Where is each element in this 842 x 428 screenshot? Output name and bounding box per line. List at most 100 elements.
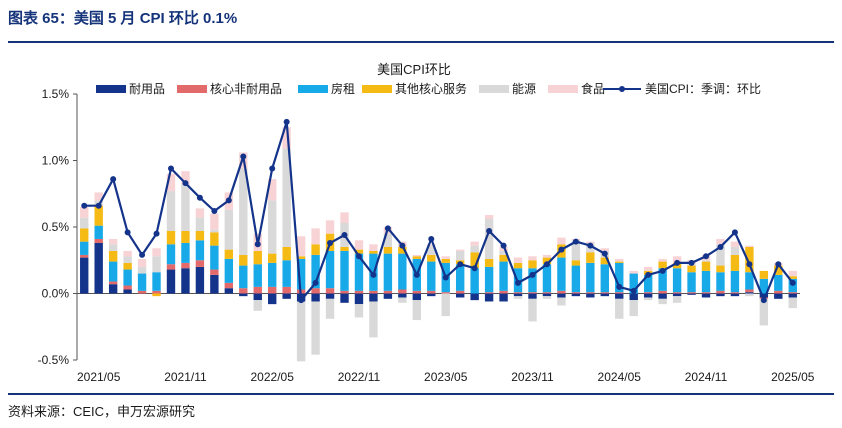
bar-segment xyxy=(369,290,378,294)
bar-segment xyxy=(586,252,595,263)
bar-segment xyxy=(123,262,132,270)
bar-segment xyxy=(730,270,740,293)
bar-segment xyxy=(282,260,291,287)
y-tick-label: 1.0% xyxy=(42,154,70,168)
bar-segment xyxy=(615,292,624,294)
cpi-point xyxy=(543,261,550,268)
bar-segment xyxy=(441,256,450,259)
bar-segment xyxy=(586,292,595,294)
bar-segment xyxy=(745,272,754,290)
cpi-point xyxy=(717,243,724,250)
bar-segment xyxy=(542,293,552,297)
legend-swatch xyxy=(479,85,509,93)
bar-segment xyxy=(615,262,624,293)
bar-segment xyxy=(210,269,219,275)
bar-segment xyxy=(643,293,653,298)
bar-segment xyxy=(253,264,262,287)
bar-segment xyxy=(615,261,624,263)
bar-segment xyxy=(80,228,89,242)
y-tick-label: 1.5% xyxy=(42,87,70,101)
bar-segment xyxy=(282,246,291,261)
bar-segment xyxy=(427,290,436,294)
bar-segment xyxy=(788,270,797,277)
bar-segment xyxy=(455,264,465,291)
bar-segment xyxy=(108,284,118,294)
bar-segment xyxy=(166,173,176,192)
cpi-point xyxy=(182,180,189,187)
cpi-point xyxy=(731,229,738,236)
bar-segment xyxy=(499,261,508,291)
cpi-line xyxy=(84,121,794,304)
bar-segment xyxy=(253,286,262,294)
bar-segment xyxy=(398,253,407,290)
bar-segment xyxy=(181,171,190,185)
bar-segment xyxy=(311,254,320,289)
bar-segment xyxy=(282,148,291,247)
bar-segment xyxy=(615,293,624,299)
cpi-point xyxy=(139,251,146,258)
cpi-point xyxy=(616,283,623,290)
bar-segment xyxy=(412,300,422,321)
bar-segment xyxy=(470,245,479,253)
legend-swatch xyxy=(96,85,126,93)
cpi-point xyxy=(471,265,478,272)
bar-segment xyxy=(369,244,378,251)
cpi-point xyxy=(789,279,796,286)
bar-segment xyxy=(615,298,624,319)
bar-segment xyxy=(239,265,248,289)
bar-segment xyxy=(701,270,711,293)
bar-segment xyxy=(268,179,277,201)
bar-segment xyxy=(224,288,234,294)
bar-segment xyxy=(600,292,609,294)
cpi-point xyxy=(645,271,652,278)
bar-segment xyxy=(239,168,248,255)
bar-segment xyxy=(181,230,190,243)
bar-segment xyxy=(513,292,523,294)
legend-line-marker xyxy=(619,86,625,92)
bar-segment xyxy=(499,246,508,251)
bar-segment xyxy=(181,268,190,294)
legend-swatch xyxy=(548,85,578,93)
bar-segment xyxy=(296,236,306,257)
cpi-point xyxy=(775,261,782,268)
cpi-point xyxy=(760,297,767,304)
bar-segment xyxy=(571,260,581,266)
bar-segment xyxy=(470,241,479,246)
bar-segment xyxy=(412,293,422,301)
bar-segment xyxy=(557,237,566,245)
bar-segment xyxy=(484,219,494,259)
bar-segment xyxy=(701,292,711,294)
bar-segment xyxy=(210,213,219,230)
cpi-point xyxy=(298,297,305,304)
x-tick-label: 2025/05 xyxy=(771,370,815,384)
bar-segment xyxy=(354,240,364,250)
bar-segment xyxy=(239,288,248,294)
bar-segment xyxy=(268,200,277,254)
x-tick-label: 2022/05 xyxy=(251,370,295,384)
bar-segment xyxy=(296,256,306,259)
bar-segment xyxy=(383,293,393,299)
bar-segment xyxy=(716,238,725,245)
cpi-point xyxy=(95,202,102,209)
bar-segment xyxy=(643,297,653,301)
cpi-point xyxy=(413,271,420,278)
bar-segment xyxy=(672,293,682,297)
cpi-point xyxy=(225,197,232,204)
bar-segment xyxy=(484,215,494,220)
bar-segment xyxy=(484,266,494,293)
bar-segment xyxy=(224,209,234,250)
bar-segment xyxy=(499,290,508,294)
bar-segment xyxy=(210,274,219,294)
legend-label: 核心非耐用品 xyxy=(210,82,282,96)
bar-segment xyxy=(383,253,393,291)
bar-segment xyxy=(152,256,161,273)
title-rule xyxy=(8,41,834,43)
bar-segment xyxy=(253,300,262,311)
bar-segment xyxy=(745,245,754,247)
bar-segment xyxy=(788,292,797,294)
bar-segment xyxy=(441,258,450,263)
bar-segment xyxy=(166,264,176,270)
bar-segment xyxy=(499,254,508,262)
x-axis-labels: 2021/05 2021/11 2022/05 2022/11 2023/05 2023/… xyxy=(77,370,815,384)
bar-segment xyxy=(398,293,407,298)
